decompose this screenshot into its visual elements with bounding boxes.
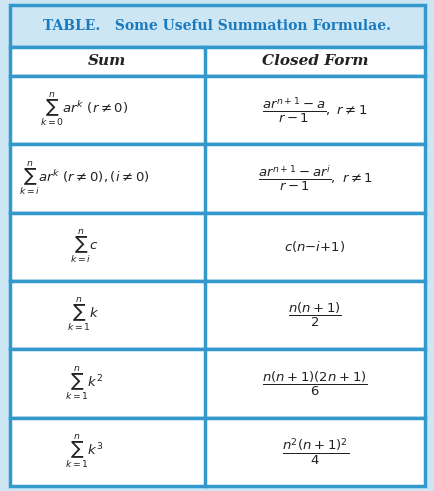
FancyBboxPatch shape (10, 350, 424, 418)
Text: $\dfrac{ar^{n+1}-ar^{i}}{r-1},\ r\neq 1$: $\dfrac{ar^{n+1}-ar^{i}}{r-1},\ r\neq 1$ (257, 164, 372, 193)
FancyBboxPatch shape (10, 5, 424, 47)
FancyBboxPatch shape (10, 418, 424, 486)
FancyBboxPatch shape (10, 213, 424, 281)
FancyBboxPatch shape (10, 281, 424, 350)
Text: Closed Form: Closed Form (261, 55, 368, 68)
FancyBboxPatch shape (10, 144, 424, 213)
Text: $\sum_{k=i}^{n} ar^k\ (r\neq 0),(i\neq 0)$: $\sum_{k=i}^{n} ar^k\ (r\neq 0),(i\neq 0… (19, 160, 149, 197)
Text: $\sum_{k=1}^{n} k^3$: $\sum_{k=1}^{n} k^3$ (64, 433, 103, 471)
Text: Sum: Sum (88, 55, 126, 68)
Text: TABLE.   Some Useful Summation Formulae.: TABLE. Some Useful Summation Formulae. (43, 19, 391, 33)
Text: $\sum_{k=i}^{n} c$: $\sum_{k=i}^{n} c$ (69, 228, 98, 266)
Text: $\dfrac{n(n+1)(2n+1)}{6}$: $\dfrac{n(n+1)(2n+1)}{6}$ (262, 370, 367, 398)
FancyBboxPatch shape (10, 76, 424, 144)
FancyBboxPatch shape (10, 47, 424, 76)
Text: $\sum_{k=1}^{n} k$: $\sum_{k=1}^{n} k$ (67, 296, 100, 334)
Text: $\dfrac{n^2(n+1)^2}{4}$: $\dfrac{n^2(n+1)^2}{4}$ (281, 436, 348, 467)
Text: $\sum_{k=0}^{n} ar^k\ (r\neq 0)$: $\sum_{k=0}^{n} ar^k\ (r\neq 0)$ (39, 91, 128, 129)
Text: $\dfrac{ar^{n+1}-a}{r-1},\ r\neq 1$: $\dfrac{ar^{n+1}-a}{r-1},\ r\neq 1$ (262, 95, 367, 125)
Text: $\dfrac{n(n+1)}{2}$: $\dfrac{n(n+1)}{2}$ (287, 301, 341, 329)
Text: $\sum_{k=1}^{n} k^2$: $\sum_{k=1}^{n} k^2$ (65, 365, 103, 403)
Text: $c(n{-}i{+}1)$: $c(n{-}i{+}1)$ (284, 240, 345, 254)
